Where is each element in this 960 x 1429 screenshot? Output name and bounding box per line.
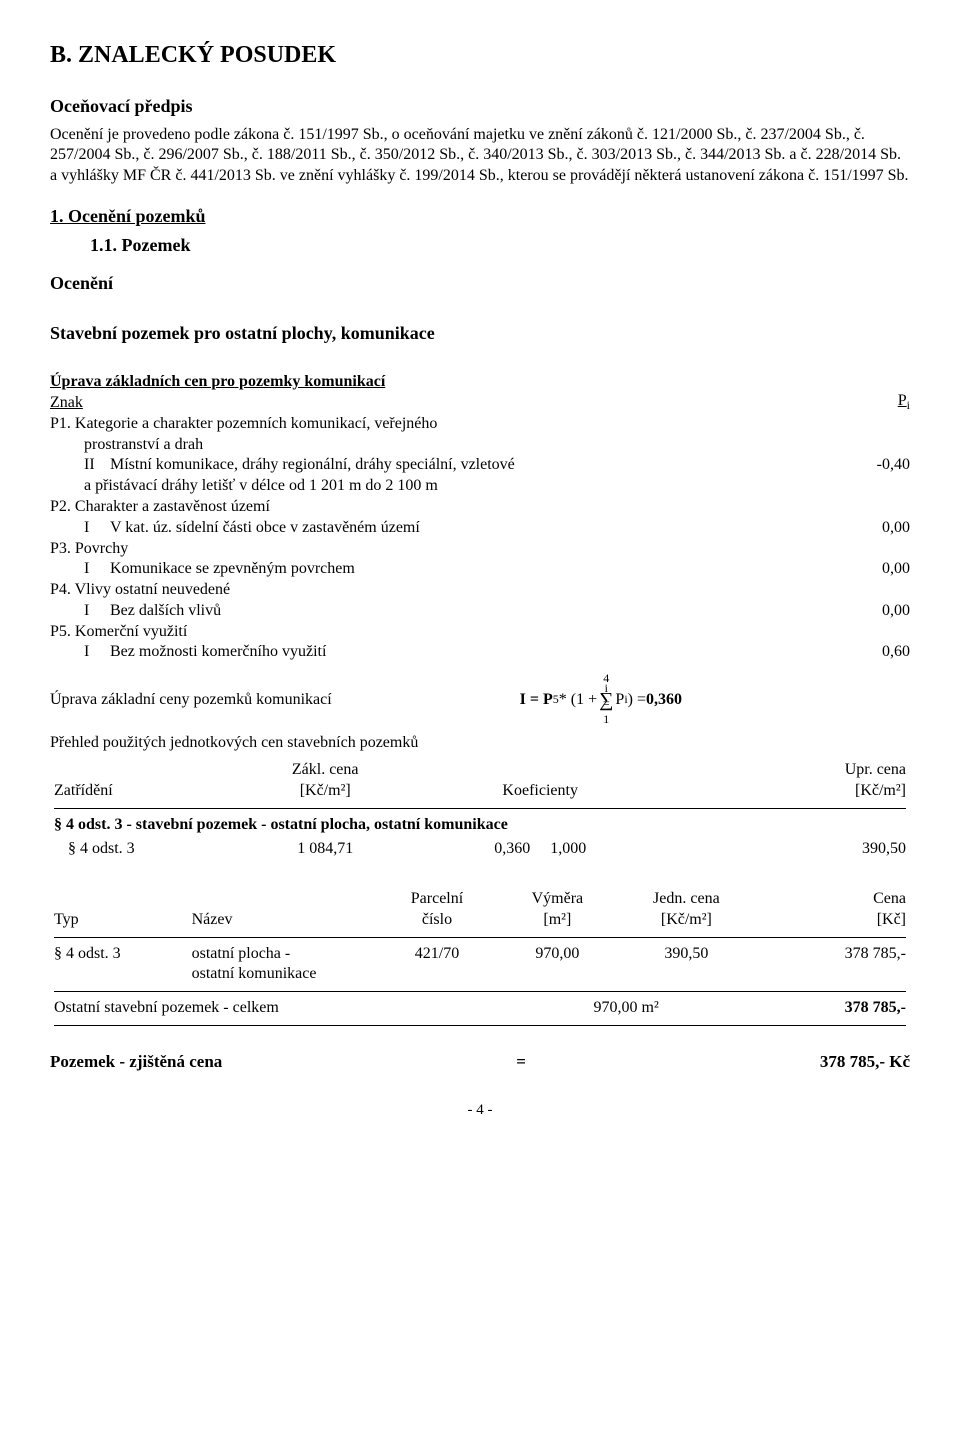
t1-r1c3a: 0,360: [494, 840, 530, 857]
col-pi-sub: i: [907, 398, 910, 412]
t2-r1c4: 970,00: [497, 942, 617, 988]
t2-h2: Název: [188, 887, 377, 933]
p2-head: P2. Charakter a zastavěnost území: [50, 497, 910, 518]
p3-text: Komunikace se zpevněným povrchem: [110, 559, 355, 580]
t2-h5b: [Kč/m²]: [661, 911, 712, 928]
formula-result: 0,360: [646, 690, 682, 711]
formula-label: Úprava základní ceny pozemků komunikací: [50, 690, 332, 711]
col-pi: P: [898, 392, 907, 409]
t1-h4a: Upr. cena: [845, 761, 906, 778]
formula-post1: P: [615, 690, 624, 711]
col-znak: Znak: [50, 393, 385, 414]
t2-sum-area: 970,00 m²: [497, 996, 755, 1021]
t1-h3: Koeficienty: [411, 758, 669, 804]
t2-sum-label: Ostatní stavební pozemek - celkem: [50, 996, 497, 1021]
p5-head: P5. Komerční využití: [50, 622, 910, 643]
t2-r1c2b: ostatní komunikace: [192, 965, 317, 982]
p3-code: I: [84, 559, 110, 580]
p1-code: II: [84, 455, 110, 476]
subsection-pozemek: 1.1. Pozemek: [90, 234, 910, 257]
p1-line1: Místní komunikace, dráhy regionální, drá…: [110, 455, 515, 476]
formula-mid: * (1 +: [559, 690, 597, 711]
final-eq: =: [222, 1051, 820, 1073]
t2-r1c2a: ostatní plocha -: [192, 945, 291, 962]
t1-h1: Zatřídění: [50, 758, 239, 804]
p4-head: P4. Vlivy ostatní neuvedené: [50, 580, 910, 601]
p2-text: V kat. úz. sídelní části obce v zastavěn…: [110, 518, 420, 539]
p4-val: 0,00: [790, 601, 910, 622]
p5-code: I: [84, 642, 110, 663]
p3-head: P3. Povrchy: [50, 539, 910, 560]
t2-h3b: číslo: [422, 911, 452, 928]
section-stavebni-pozemek: Stavební pozemek pro ostatní plochy, kom…: [50, 322, 910, 345]
table-parcels: Typ Název Parcelní číslo Výměra [m²] Jed…: [50, 887, 910, 1030]
section-oceneni: Ocenění: [50, 272, 910, 295]
t2-h6b: [Kč]: [877, 911, 906, 928]
section-oceneni-pozemku: 1. Ocenění pozemků: [50, 205, 910, 228]
p1-line2: a přistávací dráhy letišť v délce od 1 2…: [50, 476, 910, 497]
t1-r1c3b: 1,000: [550, 840, 586, 857]
t2-r1c6: 378 785,-: [755, 942, 910, 988]
t1-section: § 4 odst. 3 - stavební pozemek - ostatní…: [50, 813, 910, 838]
formula-post2: ) =: [628, 690, 646, 711]
table1-title: Přehled použitých jednotkových cen stave…: [50, 733, 910, 754]
t2-r1c1: § 4 odst. 3: [50, 942, 188, 988]
t1-r1c4: 390,50: [669, 837, 910, 862]
p4-text: Bez dalších vlivů: [110, 601, 221, 622]
p2-val: 0,00: [790, 518, 910, 539]
t1-r1c2: 1 084,71: [239, 837, 411, 862]
formula-pre: I = P: [520, 690, 553, 711]
table-unit-prices: Zatřídění Zákl. cena [Kč/m²] Koeficienty…: [50, 758, 910, 862]
formula-sigma-bot: i = 1: [603, 681, 610, 728]
t2-h5a: Jedn. cena: [653, 890, 720, 907]
final-label: Pozemek - zjištěná cena: [50, 1051, 222, 1073]
section-predpis-text: Ocenění je provedeno podle zákona č. 151…: [50, 125, 910, 187]
t1-r1c1: § 4 odst. 3: [50, 837, 239, 862]
t1-h2a: Zákl. cena: [292, 761, 359, 778]
p4-code: I: [84, 601, 110, 622]
t2-sum-val: 378 785,-: [755, 996, 910, 1021]
t1-h2b: [Kč/m²]: [300, 782, 351, 799]
section-predpis-title: Oceňovací předpis: [50, 95, 910, 118]
t2-h3a: Parcelní: [411, 890, 463, 907]
page-number: - 4 -: [50, 1101, 910, 1121]
p1-head2: prostranství a drah: [50, 435, 910, 456]
t2-r1c3: 421/70: [377, 942, 497, 988]
p5-text: Bez možnosti komerčního využití: [110, 642, 326, 663]
t1-h4b: [Kč/m²]: [855, 782, 906, 799]
t2-r1c5: 390,50: [618, 942, 756, 988]
final-value: 378 785,- Kč: [820, 1051, 910, 1073]
t2-h4b: [m²]: [543, 911, 571, 928]
t2-h6a: Cena: [873, 890, 906, 907]
t2-h4a: Výměra: [532, 890, 584, 907]
p1-val: -0,40: [790, 455, 910, 476]
adjustment-title: Úprava základních cen pro pozemky komuni…: [50, 372, 385, 393]
main-heading: B. ZNALECKÝ POSUDEK: [50, 40, 910, 71]
t2-h1: Typ: [50, 887, 188, 933]
p2-code: I: [84, 518, 110, 539]
p3-val: 0,00: [790, 559, 910, 580]
p5-val: 0,60: [790, 642, 910, 663]
p1-head: P1. Kategorie a charakter pozemních komu…: [50, 414, 910, 435]
